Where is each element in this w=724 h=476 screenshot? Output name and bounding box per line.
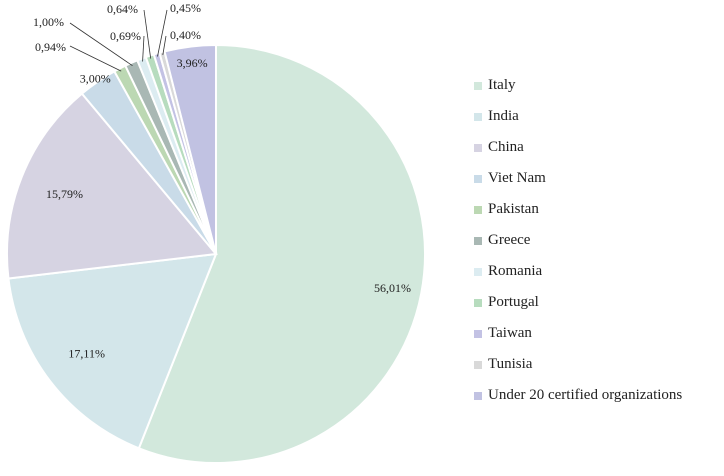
slice-italy	[137, 43, 426, 464]
legend-item-romania: Romania	[474, 256, 682, 287]
data-label-italy: 56,01%	[374, 281, 411, 295]
data-label-viet-nam: 3,00%	[80, 71, 111, 85]
legend-label: China	[488, 139, 524, 155]
legend-item-taiwan: Taiwan	[474, 318, 682, 349]
leader-line-pakistan	[69, 45, 122, 72]
data-labels: 56,01% 17,11% 15,79% 3,00% 0,94% 1,00% 0,69% 0,…	[33, 1, 411, 360]
data-label-tunisia: 0,40%	[170, 28, 201, 42]
legend-swatch	[474, 298, 482, 307]
legend-label: Viet Nam	[488, 170, 546, 186]
chart-legend: Italy India China Viet Nam Pakistan Greece Rom…	[474, 70, 682, 411]
data-label-china: 15,79%	[46, 187, 83, 201]
legend-item-tunisia: Tunisia	[474, 349, 682, 380]
data-label-portugal: 0,64%	[107, 2, 138, 16]
data-label-romania: 0,69%	[110, 29, 141, 43]
legend-item-viet-nam: Viet Nam	[474, 163, 682, 194]
legend-label: Romania	[488, 263, 543, 279]
slice-india	[7, 252, 218, 450]
leader-line-romania	[142, 35, 145, 62]
leader-line-portugal	[143, 9, 152, 59]
legend-swatch	[474, 267, 482, 276]
data-label-pakistan: 0,94%	[35, 40, 66, 54]
legend-swatch	[474, 205, 482, 214]
legend-swatch	[474, 360, 482, 369]
data-label-greece: 1,00%	[33, 15, 64, 29]
legend-item-china: China	[474, 132, 682, 163]
legend-swatch	[474, 391, 482, 400]
legend-label: Portugal	[488, 294, 539, 310]
legend-label: Under 20 certified organizations	[488, 387, 683, 403]
legend-item-portugal: Portugal	[474, 287, 682, 318]
leader-lines	[69, 9, 168, 72]
legend-item-pakistan: Pakistan	[474, 194, 682, 225]
slice-under-20-certified-organizations	[163, 43, 217, 255]
legend-swatch	[474, 143, 482, 152]
data-label-taiwan: 0,45%	[170, 1, 201, 15]
legend-item-india: India	[474, 101, 682, 132]
leader-line-taiwan	[157, 9, 168, 57]
legend-swatch	[474, 329, 482, 338]
legend-swatch	[474, 81, 482, 90]
legend-label: Italy	[488, 77, 516, 93]
slice-china	[6, 92, 218, 280]
legend-item-under-20-certified-organizations: Under 20 certified organizations	[474, 380, 682, 411]
data-label-under-20-certified-organizations: 3,96%	[177, 56, 208, 70]
legend-label: Taiwan	[488, 325, 532, 341]
legend-swatch	[474, 174, 482, 183]
pie-slices	[6, 43, 426, 464]
leader-line-greece	[69, 22, 133, 67]
legend-swatch	[474, 112, 482, 121]
data-label-india: 17,11%	[68, 346, 105, 360]
legend-label: India	[488, 108, 519, 124]
legend-label: Greece	[488, 232, 531, 248]
legend-label: Pakistan	[488, 201, 539, 217]
legend-item-greece: Greece	[474, 225, 682, 256]
legend-swatch	[474, 236, 482, 245]
leader-line-tunisia	[162, 35, 167, 56]
legend-item-italy: Italy	[474, 70, 682, 101]
legend-label: Tunisia	[488, 356, 533, 372]
